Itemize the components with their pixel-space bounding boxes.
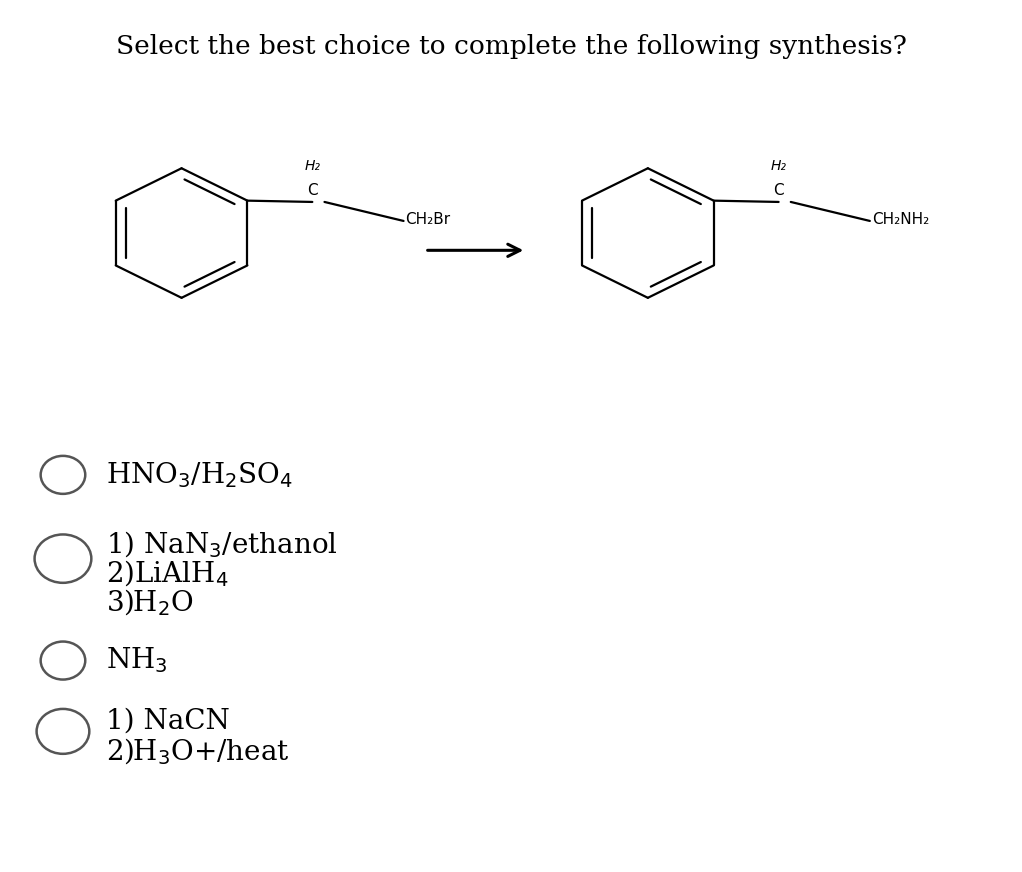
Text: H₂: H₂ [771, 160, 787, 174]
Text: 2)LiAlH$_4$: 2)LiAlH$_4$ [105, 559, 228, 589]
Text: 1) NaN$_3$/ethanol: 1) NaN$_3$/ethanol [105, 529, 337, 560]
Text: HNO$_3$/H$_2$SO$_4$: HNO$_3$/H$_2$SO$_4$ [105, 460, 292, 490]
Text: Select the best choice to complete the following synthesis?: Select the best choice to complete the f… [115, 34, 907, 59]
Text: C: C [307, 182, 318, 198]
Text: 3)H$_2$O: 3)H$_2$O [105, 588, 193, 618]
Text: 1) NaCN: 1) NaCN [105, 707, 229, 734]
Text: C: C [774, 182, 784, 198]
Text: 2)H$_3$O+/heat: 2)H$_3$O+/heat [105, 736, 289, 766]
Text: NH$_3$: NH$_3$ [105, 645, 168, 676]
Text: H₂: H₂ [305, 160, 320, 174]
Text: CH₂NH₂: CH₂NH₂ [872, 212, 929, 227]
Text: CH₂Br: CH₂Br [406, 212, 451, 227]
